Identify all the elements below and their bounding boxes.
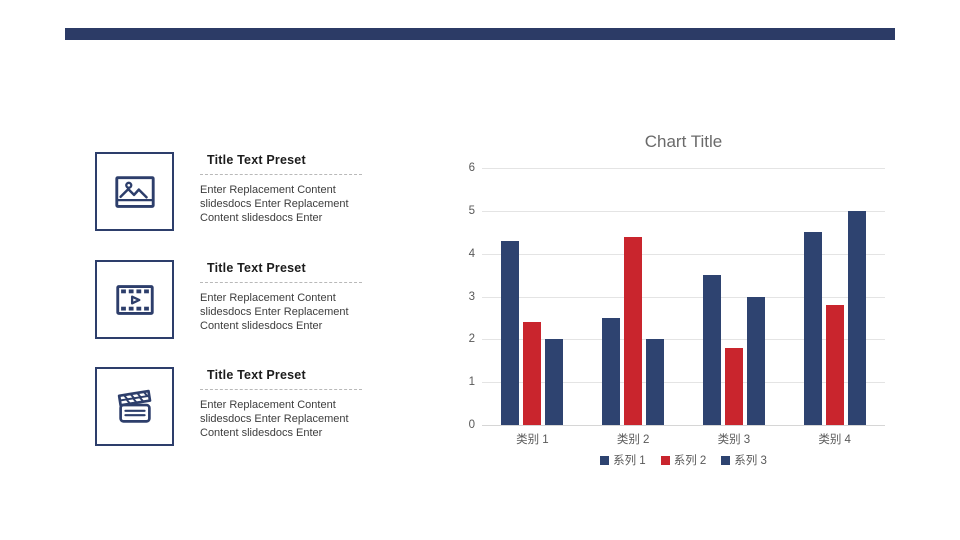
feature-body: Enter Replacement Content slidesdocs Ent… <box>200 184 349 224</box>
gridline <box>482 382 885 384</box>
gridline <box>482 253 885 255</box>
legend-label: 系列 3 <box>734 455 767 467</box>
gridline <box>482 425 885 426</box>
y-axis-tick-label: 1 <box>468 376 475 389</box>
feature-title: Title Text Preset <box>207 368 306 382</box>
legend-item: 系列 3 <box>721 452 767 468</box>
chart-plot <box>482 168 885 426</box>
film-strip-icon-box <box>95 260 174 339</box>
x-axis-category-label: 类别 2 <box>616 434 650 446</box>
bar-系列 2-类别 2 <box>624 236 643 425</box>
y-axis-tick-label: 0 <box>468 419 475 431</box>
legend-label: 系列 1 <box>613 455 646 467</box>
gridline <box>482 339 885 341</box>
bar-chart: Chart Title 0 1 2 3 4 5 6 类别 1 类别 2 类别 3 类别 4 系列 … <box>455 130 915 480</box>
x-axis-category-label: 类别 3 <box>717 434 751 446</box>
legend-swatch <box>600 455 610 465</box>
chart-title: Chart Title <box>644 132 723 151</box>
gridline <box>482 296 885 298</box>
gridline <box>482 168 885 169</box>
feature-title: Title Text Preset <box>207 153 306 167</box>
y-axis-tick-label: 5 <box>468 204 475 217</box>
y-axis-tick-label: 6 <box>468 162 475 174</box>
bar-系列 1-类别 1 <box>501 240 520 425</box>
legend-item: 系列 1 <box>600 452 646 468</box>
bar-系列 3-类别 3 <box>746 296 765 425</box>
bar-系列 3-类别 4 <box>847 210 866 425</box>
clapperboard-icon-box <box>95 367 174 446</box>
x-axis-category-label: 类别 4 <box>818 434 851 446</box>
feature-body: Enter Replacement Content slidesdocs Ent… <box>200 292 349 332</box>
y-axis-tick-label: 2 <box>468 333 475 346</box>
legend-swatch <box>721 455 731 465</box>
dotted-divider <box>200 389 362 390</box>
legend-label: 系列 2 <box>673 455 707 467</box>
picture-icon <box>112 169 158 215</box>
bar-系列 1-类别 3 <box>702 275 721 425</box>
bar-系列 1-类别 2 <box>602 317 621 425</box>
picture-icon-box <box>95 152 174 231</box>
legend-item: 系列 2 <box>660 452 707 468</box>
bar-系列 3-类别 1 <box>545 339 564 425</box>
chart-legend: 系列 1 系列 2 系列 3 <box>482 452 885 468</box>
dotted-divider <box>200 282 362 283</box>
bar-系列 2-类别 1 <box>523 322 542 425</box>
film-strip-icon <box>112 277 158 323</box>
bar-系列 3-类别 2 <box>646 339 665 425</box>
legend-swatch <box>660 455 670 465</box>
x-axis-category-label: 类别 1 <box>516 434 549 446</box>
feature-title: Title Text Preset <box>207 261 306 275</box>
top-accent-bar <box>65 28 895 40</box>
clapperboard-icon <box>112 384 158 430</box>
bar-系列 2-类别 3 <box>724 347 743 425</box>
dotted-divider <box>200 174 362 175</box>
y-axis-tick-label: 3 <box>468 290 475 303</box>
chart-y-axis: 0 1 2 3 4 5 6 <box>455 162 475 431</box>
bar-系列 1-类别 4 <box>803 232 822 425</box>
gridline <box>482 210 885 212</box>
bar-系列 2-类别 4 <box>825 305 844 425</box>
chart-x-axis: 类别 1 类别 2 类别 3 类别 4 <box>482 431 885 447</box>
feature-body: Enter Replacement Content slidesdocs Ent… <box>200 399 349 439</box>
y-axis-tick-label: 4 <box>468 247 475 260</box>
